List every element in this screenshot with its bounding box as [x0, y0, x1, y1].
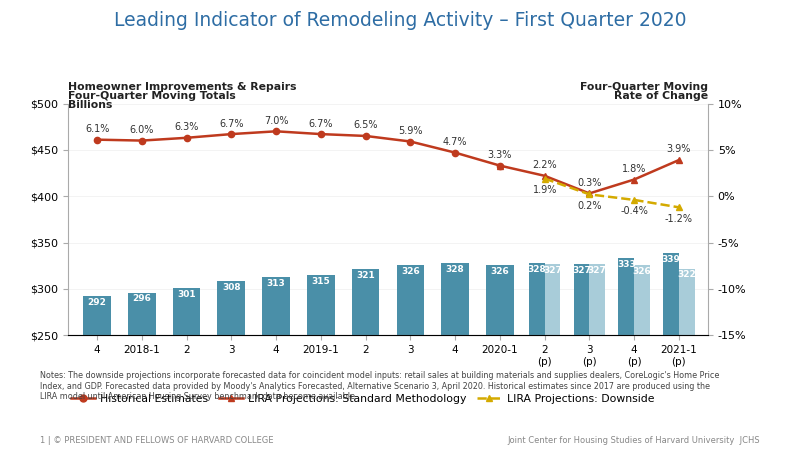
Text: 308: 308 [222, 284, 241, 292]
Bar [442, 263, 469, 335]
Bar [634, 265, 650, 335]
Bar [529, 263, 545, 335]
Legend: Historical Estimates, LIRA Projections: Standard Methodology, LIRA Projections: : Historical Estimates, LIRA Projections: … [66, 389, 658, 408]
Text: Notes: The downside projections incorporate forecasted data for coincident model: Notes: The downside projections incorpor… [40, 371, 719, 401]
Text: 326: 326 [633, 267, 651, 276]
Text: 6.5%: 6.5% [354, 121, 378, 130]
Bar [574, 264, 590, 335]
Bar [397, 265, 424, 335]
Text: 6.0%: 6.0% [130, 125, 154, 135]
Text: 315: 315 [311, 277, 330, 286]
Text: 0.2%: 0.2% [577, 201, 602, 211]
Text: 328: 328 [527, 265, 546, 274]
Text: Four-Quarter Moving: Four-Quarter Moving [580, 82, 708, 92]
Text: 5.9%: 5.9% [398, 126, 422, 136]
Text: 333: 333 [617, 260, 636, 269]
Text: -1.2%: -1.2% [665, 214, 693, 224]
Text: 4.7%: 4.7% [443, 137, 467, 147]
Text: Rate of Change: Rate of Change [614, 91, 708, 101]
Text: 339: 339 [662, 255, 681, 264]
Bar [590, 264, 605, 335]
Text: 1.8%: 1.8% [622, 164, 646, 174]
Text: Joint Center for Housing Studies of Harvard University  JCHS: Joint Center for Housing Studies of Harv… [507, 436, 760, 445]
Text: 296: 296 [133, 294, 151, 303]
Text: 326: 326 [401, 267, 420, 276]
Text: 3.3%: 3.3% [488, 150, 512, 160]
Text: 1.9%: 1.9% [533, 185, 557, 195]
Bar [663, 253, 679, 335]
Bar [173, 288, 201, 335]
Bar [307, 275, 334, 335]
Text: 6.7%: 6.7% [219, 118, 244, 129]
Text: Leading Indicator of Remodeling Activity – First Quarter 2020: Leading Indicator of Remodeling Activity… [114, 11, 686, 30]
Text: Billions: Billions [68, 100, 112, 110]
Text: 327: 327 [572, 266, 591, 274]
Text: 292: 292 [88, 298, 106, 307]
Text: 326: 326 [490, 267, 510, 276]
Text: 328: 328 [446, 265, 465, 274]
Bar [486, 265, 514, 335]
Text: 0.3%: 0.3% [578, 178, 602, 188]
Bar [618, 258, 634, 335]
Text: Four-Quarter Moving Totals: Four-Quarter Moving Totals [68, 91, 236, 101]
Bar [679, 269, 694, 335]
Text: 327: 327 [588, 266, 606, 274]
Text: 301: 301 [178, 290, 196, 299]
Text: -0.4%: -0.4% [620, 207, 648, 216]
Bar [545, 264, 560, 335]
Bar [352, 270, 379, 335]
Text: 327: 327 [543, 266, 562, 274]
Text: 313: 313 [266, 279, 286, 288]
Text: 2.2%: 2.2% [532, 160, 557, 170]
Text: 3.9%: 3.9% [666, 144, 691, 154]
Text: 1 | © PRESIDENT AND FELLOWS OF HARVARD COLLEGE: 1 | © PRESIDENT AND FELLOWS OF HARVARD C… [40, 436, 274, 445]
Bar [83, 296, 111, 335]
Text: Homeowner Improvements & Repairs: Homeowner Improvements & Repairs [68, 82, 297, 92]
Text: 6.7%: 6.7% [309, 118, 333, 129]
Text: 6.3%: 6.3% [174, 122, 198, 132]
Text: 322: 322 [678, 270, 696, 279]
Text: 6.1%: 6.1% [85, 124, 110, 134]
Text: 7.0%: 7.0% [264, 116, 288, 126]
Bar [128, 292, 156, 335]
Bar [262, 277, 290, 335]
Bar [218, 282, 246, 335]
Text: 321: 321 [356, 271, 375, 280]
